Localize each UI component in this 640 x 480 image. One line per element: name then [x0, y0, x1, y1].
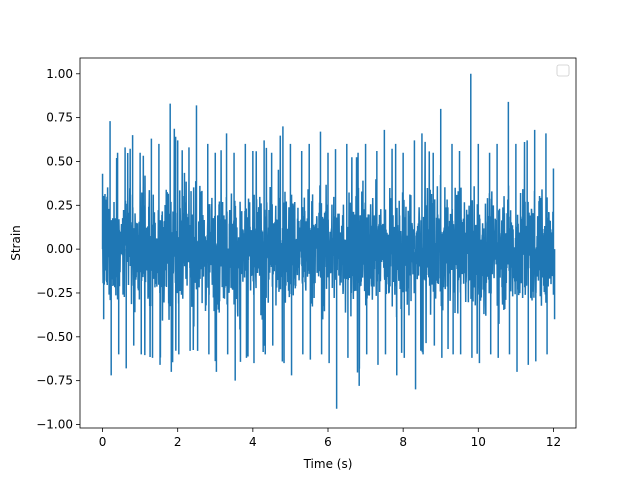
x-tick-label: 2 — [174, 435, 182, 449]
y-tick-label: 1.00 — [46, 67, 73, 81]
legend — [556, 64, 570, 77]
y-tick-label: −0.50 — [36, 330, 73, 344]
x-axis-ticks: 0 2 4 6 8 10 12 — [99, 428, 561, 449]
x-tick-label: 10 — [471, 435, 486, 449]
y-axis-label: Strain — [9, 225, 23, 261]
y-tick-label: 0.00 — [46, 242, 73, 256]
x-tick-label: 8 — [399, 435, 407, 449]
x-axis-label: Time (s) — [303, 457, 353, 471]
y-axis-ticks: −1.00 −0.75 −0.50 −0.25 0.00 0.25 0.50 0.75 1.00 — [36, 67, 80, 431]
y-tick-label: −0.25 — [36, 286, 73, 300]
y-tick-label: 0.50 — [46, 154, 73, 168]
x-tick-label: 4 — [249, 435, 257, 449]
x-tick-label: 0 — [99, 435, 107, 449]
strain-series-line — [101, 73, 556, 409]
y-tick-label: 0.25 — [46, 198, 73, 212]
plot-area — [101, 73, 556, 409]
y-tick-label: −1.00 — [36, 417, 73, 431]
legend-box — [556, 64, 570, 77]
x-tick-label: 6 — [324, 435, 332, 449]
y-tick-label: 0.75 — [46, 111, 73, 125]
x-tick-label: 12 — [546, 435, 561, 449]
y-tick-label: −0.75 — [36, 374, 73, 388]
